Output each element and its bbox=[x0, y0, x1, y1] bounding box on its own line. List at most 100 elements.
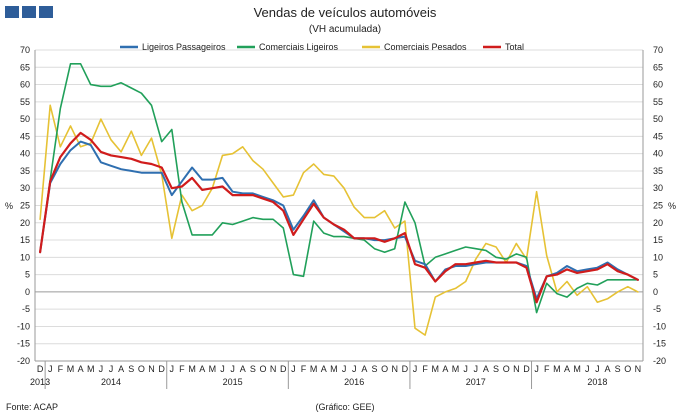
x-tick-label: N bbox=[391, 364, 398, 374]
x-tick-label: S bbox=[371, 364, 377, 374]
x-year-label: 2014 bbox=[101, 377, 121, 387]
source-note: Fonte: ACAP bbox=[6, 402, 58, 412]
x-tick-label: S bbox=[128, 364, 134, 374]
x-tick-label: J bbox=[463, 364, 468, 374]
x-tick-label: M bbox=[188, 364, 196, 374]
x-tick-label: N bbox=[513, 364, 520, 374]
x-tick-label: J bbox=[342, 364, 347, 374]
y-tick-label-right: 30 bbox=[653, 183, 663, 193]
y-axis-label-right: % bbox=[668, 201, 676, 211]
x-year-label: 2015 bbox=[223, 377, 243, 387]
y-tick-label-left: 15 bbox=[20, 235, 30, 245]
x-tick-label: J bbox=[170, 364, 175, 374]
y-tick-label-left: 50 bbox=[20, 114, 30, 124]
x-tick-label: A bbox=[564, 364, 570, 374]
y-tick-label-left: 40 bbox=[20, 149, 30, 159]
x-tick-label: A bbox=[199, 364, 205, 374]
x-tick-label: F bbox=[301, 364, 307, 374]
y-tick-label-right: 15 bbox=[653, 235, 663, 245]
x-tick-label: M bbox=[432, 364, 440, 374]
legend-label: Comerciais Ligeiros bbox=[259, 42, 339, 52]
x-tick-label: F bbox=[58, 364, 64, 374]
series-line-comerciais-pesados bbox=[39, 104, 639, 336]
y-tick-label-right: -5 bbox=[653, 304, 661, 314]
x-tick-label: D bbox=[158, 364, 165, 374]
series-line-total bbox=[38, 131, 640, 304]
chart-title: Vendas de veículos automóveis bbox=[254, 5, 437, 20]
x-tick-label: D bbox=[280, 364, 287, 374]
x-tick-label: D bbox=[402, 364, 409, 374]
x-tick-label: A bbox=[78, 364, 84, 374]
x-tick-label: J bbox=[413, 364, 418, 374]
y-tick-label-right: 35 bbox=[653, 166, 663, 176]
y-tick-label-right: -15 bbox=[653, 339, 666, 349]
corner-box-3 bbox=[39, 6, 53, 18]
corner-box-2 bbox=[22, 6, 36, 18]
y-tick-label-left: 20 bbox=[20, 218, 30, 228]
y-tick-label-left: -5 bbox=[22, 304, 30, 314]
graph-credit: (Gráfico: GEE) bbox=[315, 402, 374, 412]
x-tick-label: J bbox=[291, 364, 296, 374]
y-tick-label-left: -20 bbox=[17, 356, 30, 366]
legend-label: Total bbox=[505, 42, 524, 52]
x-tick-label: M bbox=[452, 364, 460, 374]
y-tick-label-right: 60 bbox=[653, 80, 663, 90]
y-tick-label-right: 20 bbox=[653, 218, 663, 228]
x-tick-label: N bbox=[635, 364, 642, 374]
x-tick-label: D bbox=[523, 364, 530, 374]
x-tick-label: O bbox=[381, 364, 388, 374]
x-tick-label: A bbox=[361, 364, 367, 374]
x-tick-label: N bbox=[270, 364, 277, 374]
x-tick-label: O bbox=[259, 364, 266, 374]
y-tick-label-right: 40 bbox=[653, 149, 663, 159]
y-tick-label-left: 5 bbox=[25, 270, 30, 280]
x-tick-label: J bbox=[48, 364, 53, 374]
x-tick-label: J bbox=[352, 364, 357, 374]
y-tick-label-right: -10 bbox=[653, 321, 666, 331]
x-tick-label: O bbox=[138, 364, 145, 374]
y-tick-label-right: 25 bbox=[653, 201, 663, 211]
y-tick-label-left: 45 bbox=[20, 131, 30, 141]
y-tick-label-left: 65 bbox=[20, 62, 30, 72]
x-tick-label: D bbox=[37, 364, 44, 374]
x-tick-label: A bbox=[321, 364, 327, 374]
y-tick-label-right: 55 bbox=[653, 97, 663, 107]
y-tick-label-right: 70 bbox=[653, 45, 663, 55]
x-tick-label: F bbox=[544, 364, 550, 374]
x-tick-label: F bbox=[422, 364, 428, 374]
y-tick-label-left: 25 bbox=[20, 201, 30, 211]
y-tick-label-left: 0 bbox=[25, 287, 30, 297]
y-axis-label-left: % bbox=[5, 201, 13, 211]
x-tick-label: M bbox=[573, 364, 581, 374]
y-tick-label-left: 10 bbox=[20, 252, 30, 262]
x-tick-label: M bbox=[553, 364, 561, 374]
y-tick-label-right: 50 bbox=[653, 114, 663, 124]
x-tick-label: M bbox=[330, 364, 338, 374]
legend-label: Comerciais Pesados bbox=[384, 42, 467, 52]
chart-subtitle: (VH acumulada) bbox=[309, 24, 381, 35]
y-tick-label-right: 5 bbox=[653, 270, 658, 280]
y-tick-label-left: -15 bbox=[17, 339, 30, 349]
y-tick-label-right: -20 bbox=[653, 356, 666, 366]
y-tick-label-right: 10 bbox=[653, 252, 663, 262]
x-tick-label: J bbox=[99, 364, 104, 374]
x-tick-label: S bbox=[615, 364, 621, 374]
y-tick-label-left: -10 bbox=[17, 321, 30, 331]
x-tick-label: N bbox=[148, 364, 155, 374]
x-tick-label: O bbox=[503, 364, 510, 374]
x-tick-label: M bbox=[87, 364, 95, 374]
x-tick-label: J bbox=[585, 364, 590, 374]
x-tick-label: A bbox=[605, 364, 611, 374]
x-tick-label: M bbox=[67, 364, 75, 374]
y-tick-label-left: 30 bbox=[20, 183, 30, 193]
x-tick-label: S bbox=[493, 364, 499, 374]
x-tick-label: M bbox=[310, 364, 318, 374]
series-line-comerciais-ligeiros bbox=[39, 62, 639, 314]
x-year-label: 2016 bbox=[344, 377, 364, 387]
x-tick-label: A bbox=[442, 364, 448, 374]
x-tick-label: J bbox=[474, 364, 479, 374]
x-tick-label: F bbox=[179, 364, 185, 374]
x-tick-label: A bbox=[118, 364, 124, 374]
x-tick-label: S bbox=[250, 364, 256, 374]
